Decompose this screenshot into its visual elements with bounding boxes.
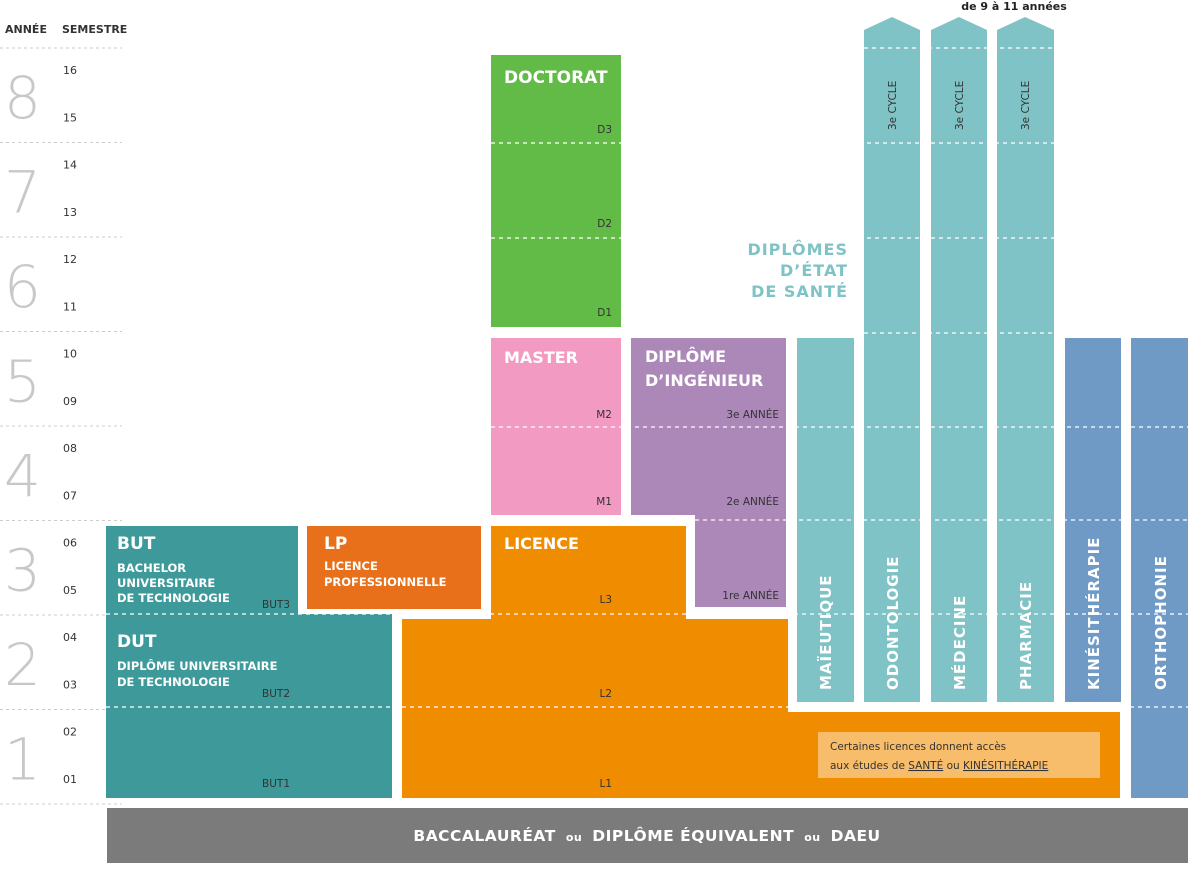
note-line-2: aux études de SANTÉ ou KINÉSITHÉRAPIE — [830, 759, 1048, 772]
master-m1: M1 — [596, 496, 612, 508]
semester-label: 12 — [63, 253, 77, 266]
master-m2: M2 — [596, 409, 612, 421]
lp-subtitle-2: PROFESSIONNELLE — [324, 575, 447, 589]
maieutique-label: MAÏEUTIQUE — [816, 574, 835, 690]
semester-label: 04 — [63, 631, 77, 644]
licence-title: LICENCE — [504, 534, 579, 553]
kine-link[interactable]: KINÉSITHÉRAPIE — [963, 759, 1048, 772]
year-label: 3 — [4, 537, 41, 605]
semester-label: 15 — [63, 111, 77, 124]
ingenieur-block — [631, 338, 786, 607]
sante-link[interactable]: SANTÉ — [908, 759, 943, 772]
but-subtitle-1: BACHELOR — [117, 561, 186, 575]
sante-title-1: DIPLÔMES — [747, 240, 848, 259]
licence-l2: L2 — [599, 688, 612, 700]
doctorat-d2: D2 — [597, 218, 612, 230]
ingenieur-year-1: 1re ANNÉE — [722, 589, 779, 602]
semester-label: 13 — [63, 206, 77, 219]
sante-title-3: DE SANTÉ — [751, 282, 848, 301]
licence-note-box — [818, 732, 1100, 778]
but-level-3: BUT3 — [262, 599, 290, 611]
but-subtitle-2: UNIVERSITAIRE — [117, 576, 215, 590]
pharmacie-block — [997, 17, 1054, 702]
year-label: 8 — [4, 64, 41, 132]
semester-label: 11 — [63, 300, 77, 313]
ingenieur-year-3: 3e ANNÉE — [726, 408, 779, 421]
semester-label: 07 — [63, 489, 77, 502]
year-label: 1 — [4, 726, 41, 794]
master-title: MASTER — [504, 348, 578, 367]
but-subtitle-3: DE TECHNOLOGIE — [117, 591, 230, 605]
kine-label: KINÉSITHÉRAPIE — [1084, 537, 1103, 690]
semester-label: 16 — [63, 64, 77, 77]
medecine-label: MÉDECINE — [950, 595, 969, 690]
dut-subtitle-2: DE TECHNOLOGIE — [117, 675, 230, 689]
semester-label: 09 — [63, 395, 77, 408]
ingenieur-title-2: D’INGÉNIEUR — [645, 371, 763, 390]
orthophonie-block — [1131, 338, 1188, 798]
orthophonie-label: ORTHOPHONIE — [1152, 555, 1170, 690]
pharmacie-third-cycle: 3e CYCLE — [1020, 81, 1032, 130]
doctorat-block — [491, 55, 621, 327]
lp-title: LP — [324, 534, 347, 554]
but-level-1: BUT1 — [262, 778, 290, 790]
semester-label: 06 — [63, 537, 77, 550]
note-line-1: Certaines licences donnent accès — [830, 741, 1006, 753]
bac-part-2: DIPLÔME ÉQUIVALENT — [592, 826, 794, 845]
odontologie-block — [864, 17, 920, 702]
sante-title-2: D’ÉTAT — [780, 261, 848, 280]
year-label: 7 — [4, 159, 41, 227]
lp-block — [307, 526, 481, 609]
odontologie-label: ODONTOLOGIE — [884, 556, 902, 690]
medecine-third-cycle: 3e CYCLE — [954, 81, 966, 130]
but-level-2: BUT2 — [262, 688, 290, 700]
semester-label: 10 — [63, 348, 77, 361]
pharmacie-label: PHARMACIE — [1017, 581, 1035, 690]
semester-label: 05 — [63, 584, 77, 597]
licence-l1: L1 — [599, 778, 612, 790]
doctorat-d3: D3 — [597, 124, 612, 136]
bac-part-3: DAEU — [831, 827, 881, 845]
medecine-block — [931, 17, 987, 702]
duration-note: de 9 à 11 années — [961, 0, 1067, 13]
semester-label: 01 — [63, 773, 77, 786]
dut-title: DUT — [117, 632, 157, 652]
licence-l3: L3 — [599, 594, 612, 606]
baccalaureat-bar — [107, 808, 1188, 863]
year-dividers — [106, 47, 1188, 708]
licence-block — [402, 526, 1120, 798]
semester-header: SEMESTRE — [62, 23, 127, 36]
year-label: 2 — [4, 631, 41, 699]
odontologie-third-cycle: 3e CYCLE — [887, 81, 899, 130]
semester-label: 02 — [63, 726, 77, 739]
dut-subtitle-1: DIPLÔME UNIVERSITAIRE — [117, 658, 278, 673]
year-label: 6 — [4, 253, 41, 321]
ingenieur-title-1: DIPLÔME — [645, 347, 726, 366]
bac-sep-2: ou — [804, 831, 820, 844]
bac-sep-1: ou — [566, 831, 582, 844]
baccalaureat-label: BACCALAURÉAT ou DIPLÔME ÉQUIVALENT ou DAEU — [413, 826, 880, 845]
semester-label: 03 — [63, 678, 77, 691]
note-prefix: aux études de — [830, 760, 908, 772]
ingenieur-year-2: 2e ANNÉE — [726, 495, 779, 508]
axis: 8 7 6 5 4 3 2 1 16 15 14 13 12 11 10 09 08 07 06 05 04 03 02 01 — [0, 47, 122, 805]
but-dut-block — [106, 526, 392, 798]
year-header: ANNÉE — [5, 23, 47, 36]
semester-label: 08 — [63, 442, 77, 455]
semester-label: 14 — [63, 159, 77, 172]
lp-subtitle-1: LICENCE — [324, 559, 378, 573]
year-label: 5 — [4, 348, 41, 416]
doctorat-d1: D1 — [597, 307, 612, 319]
bac-part-1: BACCALAURÉAT — [413, 826, 555, 845]
sante-title: DIPLÔMES D’ÉTAT DE SANTÉ — [747, 240, 848, 301]
note-mid: ou — [943, 760, 963, 772]
but-title: BUT — [117, 534, 156, 554]
doctorat-title: DOCTORAT — [504, 68, 608, 88]
year-label: 4 — [4, 442, 41, 510]
